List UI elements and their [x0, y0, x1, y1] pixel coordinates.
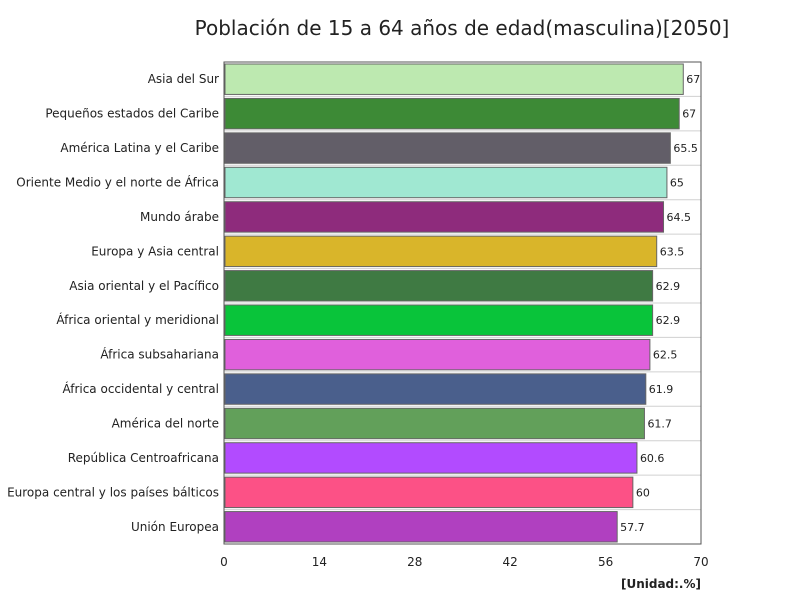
value-label: 65.5	[673, 142, 698, 155]
bar	[224, 201, 665, 233]
value-label: 62.5	[653, 349, 678, 362]
category-label: América del norte	[112, 417, 219, 431]
bar	[224, 511, 618, 543]
bar	[224, 132, 671, 164]
category-label: Unión Europea	[131, 520, 219, 534]
value-label: 67	[686, 73, 700, 86]
x-tick-label: 0	[220, 555, 228, 569]
category-label: Asia oriental y el Pacífico	[69, 279, 219, 293]
value-label: 63.5	[660, 245, 685, 258]
x-tick-label: 56	[598, 555, 613, 569]
bar	[224, 476, 634, 509]
category-label: Europa central y los países bálticos	[7, 485, 219, 499]
bar	[224, 270, 654, 302]
value-label: 64.5	[667, 211, 692, 224]
bars-layer: Asia del Sur 67 Pequeños estados del Carib…	[7, 63, 701, 543]
value-label: 61.7	[647, 418, 672, 431]
bar	[224, 235, 658, 268]
bar	[224, 63, 684, 95]
category-label: América Latina y el Caribe	[60, 141, 219, 155]
category-label: Pequeños estados del Caribe	[45, 107, 219, 121]
x-tick-label: 28	[407, 555, 422, 569]
bar	[224, 166, 668, 199]
plot-frame	[223, 61, 702, 545]
value-label: 62.9	[656, 314, 681, 327]
value-label: 60.6	[640, 452, 665, 465]
bar	[224, 407, 645, 440]
bar	[224, 338, 651, 371]
category-label: Asia del Sur	[148, 72, 219, 86]
category-label: África subsahariana	[100, 347, 219, 362]
value-label: 57.7	[620, 521, 645, 534]
value-label: 67	[682, 108, 696, 121]
category-label: República Centroafricana	[68, 451, 219, 465]
category-label: África occidental y central	[62, 381, 219, 396]
category-label: Mundo árabe	[140, 210, 219, 224]
value-label: 60	[636, 486, 650, 499]
value-label: 61.9	[649, 383, 674, 396]
bar	[224, 97, 680, 130]
x-tick-label: 14	[312, 555, 327, 569]
bar	[224, 304, 654, 336]
bar	[224, 373, 647, 405]
category-label: Oriente Medio y el norte de África	[16, 175, 219, 190]
unit-label: [Unidad:.%]	[621, 577, 701, 591]
chart-title: Población de 15 a 64 años de edad(mascul…	[195, 16, 730, 40]
bar	[224, 442, 638, 474]
x-tick-label: 42	[503, 555, 518, 569]
x-tick-label: 70	[693, 555, 708, 569]
category-label: Europa y Asia central	[91, 244, 219, 258]
category-label: África oriental y meridional	[56, 312, 219, 327]
value-label: 65	[670, 177, 684, 190]
x-axis-ticks: 0 14 28 42 56 70	[220, 555, 708, 569]
value-label: 62.9	[656, 280, 681, 293]
